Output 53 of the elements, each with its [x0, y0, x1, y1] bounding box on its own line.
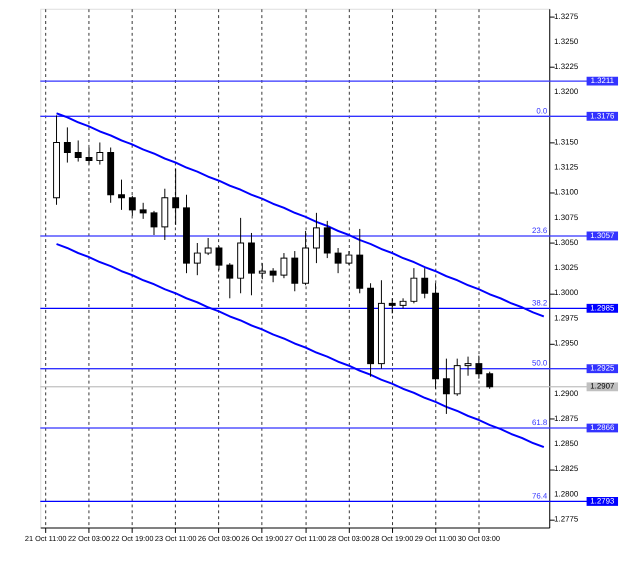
ref-line-label: 1.2793	[590, 496, 615, 506]
y-tick-label: 1.3050	[554, 238, 579, 247]
ref-line-label: 1.2866	[590, 422, 615, 432]
y-tick-label: 1.3200	[554, 87, 579, 96]
candlestick	[410, 268, 418, 304]
candlestick	[172, 168, 180, 226]
candlestick	[464, 356, 472, 376]
y-tick-label: 1.3275	[554, 12, 579, 21]
ref-line-label: 1.2985	[590, 303, 615, 312]
ref-line-label: 1.2907	[590, 382, 614, 391]
candlestick	[400, 298, 407, 309]
candlestick	[270, 268, 277, 283]
candlestick	[442, 358, 450, 414]
y-tick-label: 1.2850	[554, 439, 579, 448]
y-tick-label: 1.2825	[554, 464, 579, 474]
candlestick	[194, 242, 201, 276]
y-tick-label: 1.3100	[554, 188, 579, 197]
ref-line-label: 1.3176	[590, 111, 615, 120]
y-tick-label: 1.3025	[554, 263, 579, 272]
y-tick-label: 1.3075	[554, 212, 579, 222]
annotation: 23.6	[532, 226, 548, 236]
annotation: 38.2	[532, 298, 548, 308]
y-tick-label: 1.3250	[554, 36, 579, 46]
y-tick-label: 1.2775	[554, 514, 579, 524]
annotation: 0.0	[536, 106, 548, 116]
candlestick	[140, 202, 147, 220]
annotation: 76.4	[532, 491, 548, 500]
ref-line-label: 1.3211	[590, 76, 614, 86]
ref-line-label: 1.2925	[590, 364, 615, 373]
candlestick	[74, 140, 82, 162]
candlestick	[118, 179, 125, 210]
y-tick-label: 1.2950	[554, 338, 579, 348]
candlestick	[312, 212, 320, 264]
y-tick-label: 1.3125	[554, 162, 579, 172]
ref-line-label: 1.3057	[590, 230, 614, 240]
candlestick	[226, 262, 234, 299]
y-tick-label: 1.3150	[554, 137, 579, 146]
y-tick-label: 1.3000	[554, 288, 579, 298]
candlestick	[280, 252, 288, 279]
annotation: 61.8	[532, 418, 548, 428]
y-tick-label: 1.2900	[554, 388, 579, 398]
y-tick-label: 1.2975	[554, 313, 579, 322]
y-tick-label: 1.2875	[554, 414, 579, 423]
y-tick-label: 1.2800	[554, 489, 579, 498]
candlestick	[421, 268, 428, 299]
annotation: 50.0	[532, 358, 548, 368]
candlestick	[64, 126, 71, 164]
candlestick	[204, 237, 212, 256]
candlestick	[486, 371, 494, 390]
candlestick	[150, 210, 158, 236]
y-tick-label: 1.3225	[554, 62, 579, 72]
candlestick	[96, 142, 104, 166]
candlestick	[334, 248, 342, 274]
